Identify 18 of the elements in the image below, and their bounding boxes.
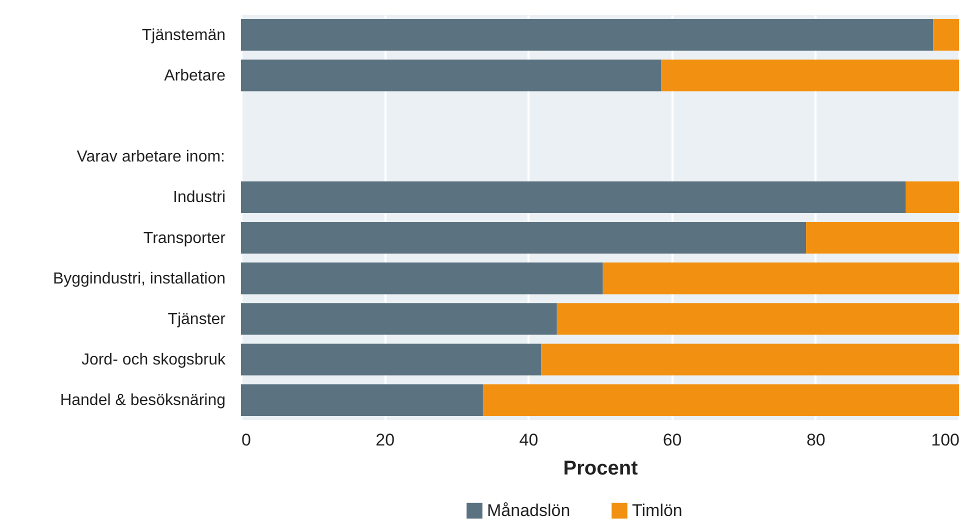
x-tick-label: 80: [806, 430, 826, 450]
x-axis-title: Procent: [563, 458, 638, 480]
y-tick-label: Tjänster: [168, 310, 226, 328]
text: Varav arbetare inom:: [76, 148, 225, 166]
x-tick-label: 20: [376, 430, 395, 450]
legend-label: Månadslön: [487, 500, 570, 520]
y-tick-label: Byggindustri, installation: [52, 270, 226, 288]
y-tick-label: Arbetare: [164, 67, 226, 84]
y-tick-label: Tjänstemän: [142, 26, 226, 44]
x-tick-label: 100: [931, 430, 960, 450]
x-tick-label: 60: [662, 430, 682, 450]
y-tick-label: Industri: [173, 189, 226, 206]
y-tick-label: Jord- och skogsbruk: [81, 352, 226, 369]
x-tick-label: 0: [242, 430, 251, 450]
y-tick-label: Handel & besöksnäring: [60, 392, 226, 410]
y-tick-label: Transporter: [143, 230, 226, 247]
legend-label: Timlön: [632, 500, 682, 520]
x-tick-label: 40: [519, 430, 538, 450]
